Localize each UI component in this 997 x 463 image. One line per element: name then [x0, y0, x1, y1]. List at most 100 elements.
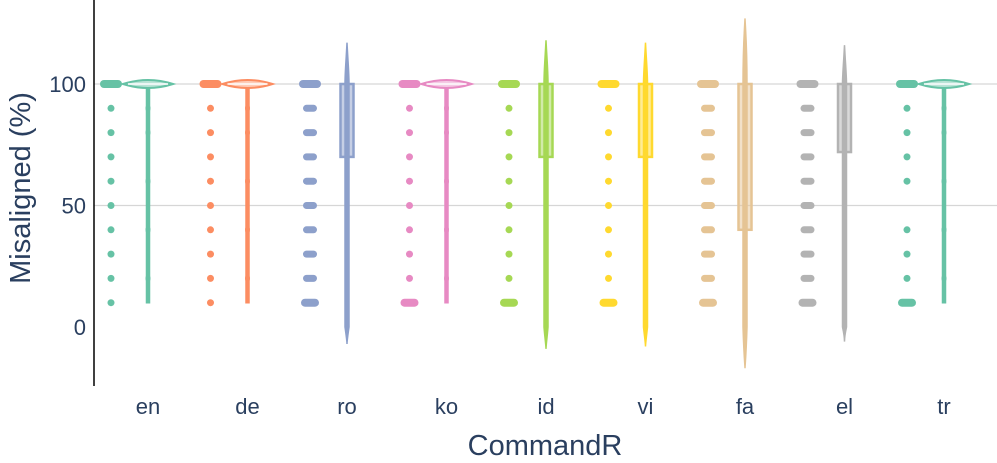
violin-vi	[637, 42, 654, 347]
data-point	[605, 226, 612, 234]
data-point	[699, 298, 717, 307]
violin-stem	[444, 87, 449, 304]
data-point	[800, 104, 815, 112]
violin-stem	[145, 87, 151, 304]
data-point	[301, 298, 319, 307]
data-point	[898, 298, 916, 307]
data-point	[107, 177, 115, 185]
data-point	[406, 129, 413, 137]
data-point	[207, 177, 214, 185]
data-point	[207, 299, 214, 307]
x-tick-label: tr	[937, 394, 950, 419]
violin-bulge	[145, 128, 151, 137]
data-point	[800, 177, 815, 185]
data-point	[605, 177, 612, 185]
data-point	[800, 129, 815, 137]
data-point	[107, 129, 115, 137]
data-point	[303, 274, 317, 282]
data-point	[701, 129, 715, 137]
data-point	[896, 80, 918, 88]
data-point	[903, 250, 911, 258]
x-tick-label: ro	[337, 394, 357, 419]
data-point	[207, 226, 214, 234]
violin-bulge	[245, 128, 250, 137]
data-point	[605, 129, 612, 137]
data-point	[406, 274, 413, 282]
box-iqr	[637, 82, 654, 159]
x-tick-labels: en de ro ko id vi fa el tr	[136, 394, 951, 419]
x-tick-label: id	[537, 394, 554, 419]
box-iqr	[737, 82, 753, 232]
violin-bulge	[444, 274, 449, 283]
data-point	[796, 80, 819, 88]
data-point	[299, 80, 321, 88]
data-point	[701, 274, 715, 282]
data-point	[798, 298, 817, 307]
data-point	[701, 104, 715, 112]
data-point	[701, 226, 715, 234]
violin-bulge	[245, 274, 250, 283]
violin-id	[538, 40, 554, 349]
data-point	[207, 104, 214, 112]
data-point	[903, 153, 911, 161]
data-point	[605, 202, 612, 209]
y-tick-label: 0	[74, 315, 86, 340]
data-point	[303, 226, 317, 234]
data-point	[605, 274, 612, 282]
violin-bulge	[941, 177, 947, 186]
y-axis-title: Misaligned (%)	[5, 92, 37, 284]
data-point	[800, 153, 815, 161]
y-tick-label: 50	[62, 194, 86, 219]
violin-ko	[418, 79, 475, 304]
data-point	[701, 250, 715, 258]
y-tick-label: 100	[49, 72, 86, 97]
box-iqr	[538, 82, 554, 159]
data-point	[207, 274, 214, 282]
data-point	[107, 226, 115, 234]
data-point	[107, 202, 115, 209]
data-point	[505, 250, 513, 258]
data-point	[406, 153, 413, 161]
violin-bulge	[941, 225, 947, 234]
x-tick-label: fa	[736, 394, 755, 419]
data-point	[303, 129, 317, 137]
violin-bulge	[941, 128, 947, 137]
violin-bulge	[444, 177, 449, 186]
data-point	[903, 129, 911, 137]
violin-bulge	[245, 177, 250, 186]
data-point	[498, 80, 520, 88]
data-point	[207, 153, 214, 161]
data-point	[697, 80, 719, 88]
data-point	[207, 250, 214, 258]
data-point	[505, 104, 513, 112]
data-point	[605, 153, 612, 161]
x-tick-label: ko	[435, 394, 458, 419]
x-tick-label: de	[235, 394, 259, 419]
violin-bulge	[245, 225, 250, 234]
violin-bulge	[145, 225, 151, 234]
data-point	[500, 298, 518, 307]
data-point	[107, 299, 115, 307]
violin-bulge	[444, 225, 449, 234]
violin-stem	[941, 87, 947, 304]
data-point	[800, 226, 815, 234]
data-point	[605, 104, 612, 112]
data-point	[303, 153, 317, 161]
violin-tr	[915, 79, 973, 304]
data-point	[505, 177, 513, 185]
data-point	[107, 104, 115, 112]
violin-bulge	[941, 104, 947, 113]
box-iqr	[836, 82, 853, 154]
data-point	[800, 250, 815, 258]
violin-bulge	[145, 177, 151, 186]
data-point	[701, 202, 715, 209]
data-point	[505, 202, 513, 209]
data-point	[605, 250, 612, 258]
x-tick-label: vi	[638, 394, 654, 419]
data-point	[107, 250, 115, 258]
data-point	[107, 274, 115, 282]
violin-bulge	[145, 104, 151, 113]
y-tick-labels: 0 50 100	[49, 72, 86, 340]
data-point	[597, 80, 620, 88]
data-point	[406, 177, 413, 185]
